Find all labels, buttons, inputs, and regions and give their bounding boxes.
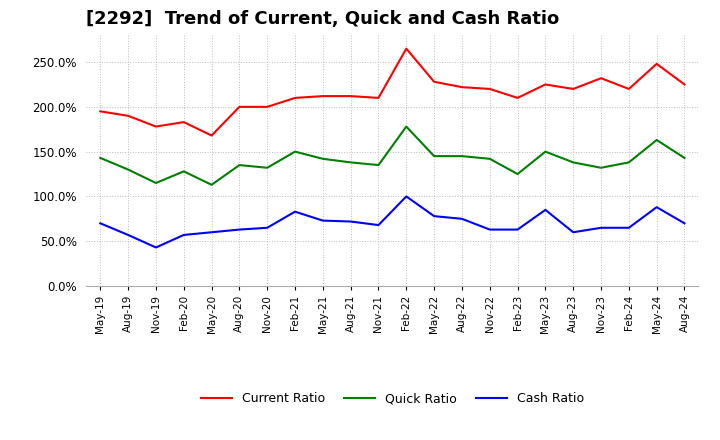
Line: Quick Ratio: Quick Ratio: [100, 127, 685, 185]
Quick Ratio: [430, 154, 438, 159]
Quick Ratio: [597, 165, 606, 170]
Quick Ratio: [624, 160, 633, 165]
Current Ratio: [235, 104, 243, 110]
Quick Ratio: [374, 162, 383, 168]
Cash Ratio: [124, 232, 132, 238]
Quick Ratio: [263, 165, 271, 170]
Quick Ratio: [96, 155, 104, 161]
Current Ratio: [179, 119, 188, 125]
Quick Ratio: [152, 180, 161, 186]
Cash Ratio: [318, 218, 327, 223]
Cash Ratio: [96, 221, 104, 226]
Line: Current Ratio: Current Ratio: [100, 49, 685, 136]
Current Ratio: [152, 124, 161, 129]
Quick Ratio: [513, 172, 522, 177]
Current Ratio: [318, 93, 327, 99]
Quick Ratio: [652, 137, 661, 143]
Quick Ratio: [402, 124, 410, 129]
Current Ratio: [652, 61, 661, 66]
Cash Ratio: [624, 225, 633, 231]
Cash Ratio: [541, 207, 550, 213]
Current Ratio: [458, 84, 467, 90]
Cash Ratio: [179, 232, 188, 238]
Cash Ratio: [263, 225, 271, 231]
Cash Ratio: [485, 227, 494, 232]
Current Ratio: [291, 95, 300, 101]
Text: [2292]  Trend of Current, Quick and Cash Ratio: [2292] Trend of Current, Quick and Cash …: [86, 10, 559, 28]
Current Ratio: [680, 82, 689, 87]
Cash Ratio: [513, 227, 522, 232]
Quick Ratio: [541, 149, 550, 154]
Cash Ratio: [597, 225, 606, 231]
Quick Ratio: [485, 156, 494, 161]
Quick Ratio: [124, 167, 132, 172]
Cash Ratio: [680, 221, 689, 226]
Quick Ratio: [346, 160, 355, 165]
Cash Ratio: [652, 205, 661, 210]
Line: Cash Ratio: Cash Ratio: [100, 196, 685, 247]
Current Ratio: [624, 86, 633, 92]
Quick Ratio: [318, 156, 327, 161]
Cash Ratio: [374, 223, 383, 228]
Quick Ratio: [207, 182, 216, 187]
Current Ratio: [402, 46, 410, 51]
Cash Ratio: [207, 230, 216, 235]
Current Ratio: [485, 86, 494, 92]
Current Ratio: [374, 95, 383, 101]
Quick Ratio: [235, 162, 243, 168]
Quick Ratio: [291, 149, 300, 154]
Cash Ratio: [346, 219, 355, 224]
Current Ratio: [541, 82, 550, 87]
Current Ratio: [569, 86, 577, 92]
Cash Ratio: [291, 209, 300, 214]
Quick Ratio: [179, 169, 188, 174]
Current Ratio: [513, 95, 522, 101]
Current Ratio: [207, 133, 216, 138]
Current Ratio: [263, 104, 271, 110]
Cash Ratio: [569, 230, 577, 235]
Current Ratio: [430, 79, 438, 84]
Cash Ratio: [235, 227, 243, 232]
Current Ratio: [597, 76, 606, 81]
Quick Ratio: [680, 155, 689, 161]
Quick Ratio: [569, 160, 577, 165]
Legend: Current Ratio, Quick Ratio, Cash Ratio: Current Ratio, Quick Ratio, Cash Ratio: [196, 387, 589, 410]
Cash Ratio: [152, 245, 161, 250]
Cash Ratio: [402, 194, 410, 199]
Current Ratio: [124, 113, 132, 118]
Cash Ratio: [458, 216, 467, 221]
Current Ratio: [96, 109, 104, 114]
Cash Ratio: [430, 213, 438, 219]
Current Ratio: [346, 93, 355, 99]
Quick Ratio: [458, 154, 467, 159]
